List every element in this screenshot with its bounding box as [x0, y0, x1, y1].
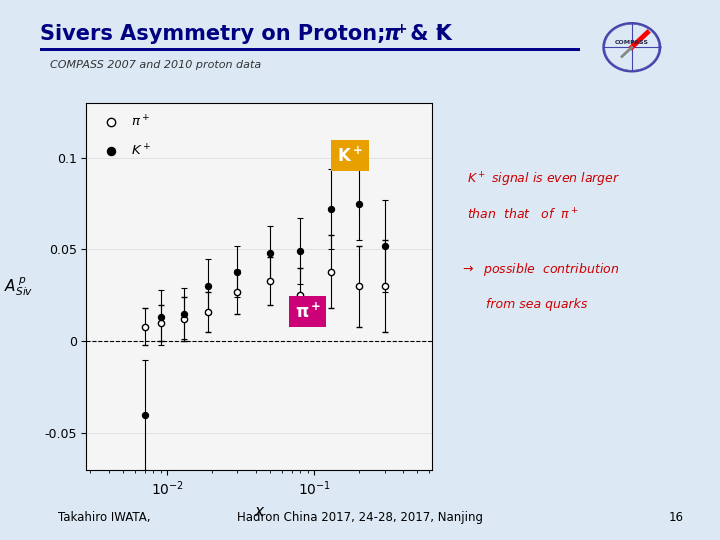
Text: Sivers Asymmetry on Proton;: Sivers Asymmetry on Proton; — [40, 24, 392, 44]
Text: $K^+$ signal is even larger: $K^+$ signal is even larger — [467, 171, 620, 188]
Text: from sea quarks: from sea quarks — [486, 298, 588, 310]
Text: $\mathbf{K^+}$: $\mathbf{K^+}$ — [337, 146, 363, 165]
Text: 16: 16 — [669, 511, 684, 524]
Text: $\mathbf{\pi^+}$: $\mathbf{\pi^+}$ — [294, 302, 320, 321]
X-axis label: x: x — [255, 504, 264, 519]
Text: Takahiro IWATA,: Takahiro IWATA, — [58, 511, 150, 524]
Text: +: + — [435, 22, 446, 36]
Text: COMPASS: COMPASS — [615, 40, 649, 45]
Text: COMPASS 2007 and 2010 proton data: COMPASS 2007 and 2010 proton data — [50, 60, 261, 71]
Text: +: + — [395, 22, 407, 36]
Y-axis label: $A^{\,p}_{Siv}$: $A^{\,p}_{Siv}$ — [4, 275, 34, 298]
Text: $\rightarrow$  possible  contribution: $\rightarrow$ possible contribution — [459, 261, 619, 278]
Text: & K: & K — [403, 24, 452, 44]
Text: π: π — [383, 24, 400, 44]
Text: Hadron China 2017, 24-28, 2017, Nanjing: Hadron China 2017, 24-28, 2017, Nanjing — [237, 511, 483, 524]
Legend: $\pi^+$, $K^+$: $\pi^+$, $K^+$ — [93, 109, 157, 164]
Text: than  that   of  $\pi^+$: than that of $\pi^+$ — [467, 207, 579, 222]
